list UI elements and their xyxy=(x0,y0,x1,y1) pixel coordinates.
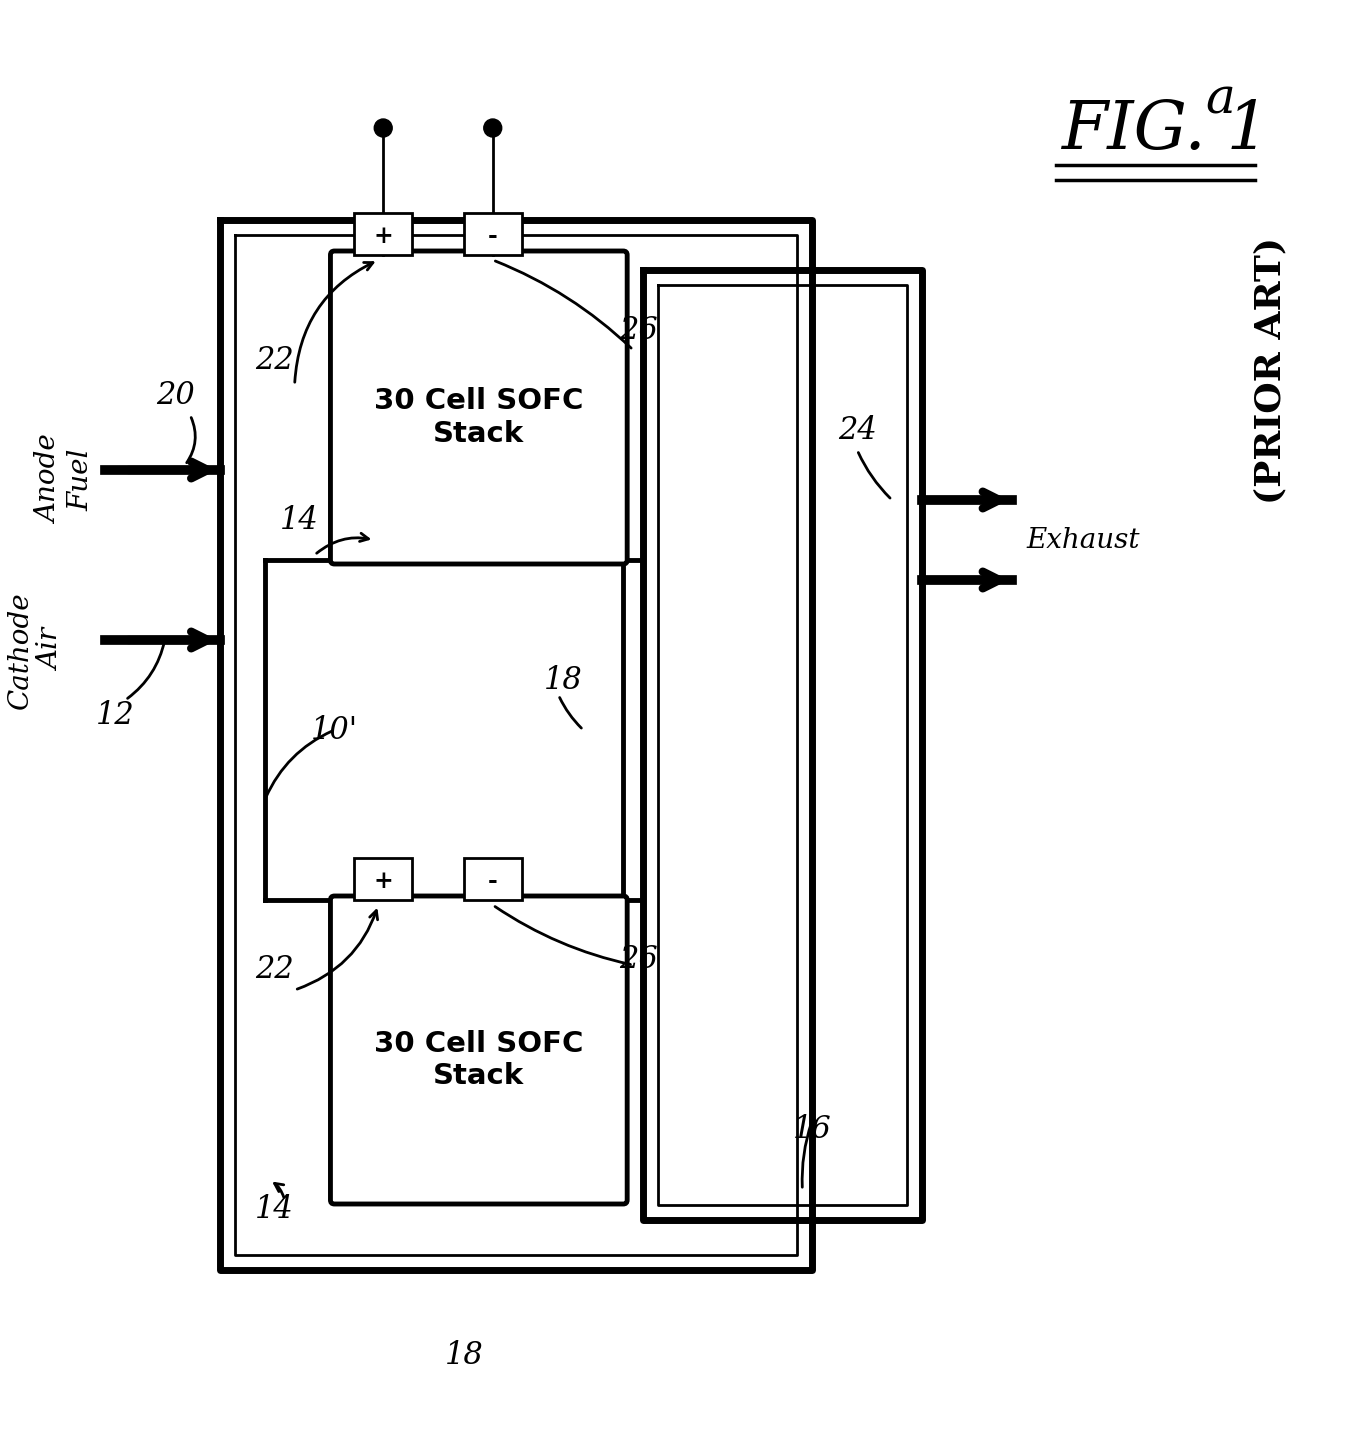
Bar xyxy=(355,858,412,899)
Text: 20: 20 xyxy=(156,379,194,410)
Bar xyxy=(464,858,521,899)
Text: +: + xyxy=(374,869,393,892)
Circle shape xyxy=(374,119,392,137)
Text: 22: 22 xyxy=(255,345,293,376)
Bar xyxy=(659,286,906,1204)
FancyBboxPatch shape xyxy=(330,897,627,1204)
Text: 30 Cell SOFC
Stack: 30 Cell SOFC Stack xyxy=(374,388,583,448)
Circle shape xyxy=(483,119,502,137)
Text: 22: 22 xyxy=(255,954,293,985)
Text: Anode
Fuel: Anode Fuel xyxy=(37,436,94,525)
Text: Exhaust: Exhaust xyxy=(1026,526,1140,553)
FancyBboxPatch shape xyxy=(330,252,627,563)
Text: 14: 14 xyxy=(280,505,319,535)
Text: a: a xyxy=(1205,76,1235,124)
Text: -: - xyxy=(487,225,498,247)
Bar xyxy=(355,213,412,255)
Text: -: - xyxy=(487,869,498,892)
Text: 26: 26 xyxy=(618,315,658,346)
Text: +: + xyxy=(374,225,393,247)
Text: 10': 10' xyxy=(311,715,358,745)
Text: 18: 18 xyxy=(545,665,583,695)
Text: 12: 12 xyxy=(96,699,135,731)
Text: Cathode
Air: Cathode Air xyxy=(7,591,64,709)
Text: 18: 18 xyxy=(445,1340,483,1370)
Text: 24: 24 xyxy=(838,415,876,446)
Text: 16: 16 xyxy=(793,1114,831,1145)
Text: 30 Cell SOFC
Stack: 30 Cell SOFC Stack xyxy=(374,1030,583,1090)
Text: 14: 14 xyxy=(255,1194,293,1226)
Text: (PRIOR ART): (PRIOR ART) xyxy=(1253,236,1287,503)
Text: FIG. 1: FIG. 1 xyxy=(1062,97,1269,163)
Text: 26: 26 xyxy=(618,944,658,975)
Bar xyxy=(464,213,521,255)
